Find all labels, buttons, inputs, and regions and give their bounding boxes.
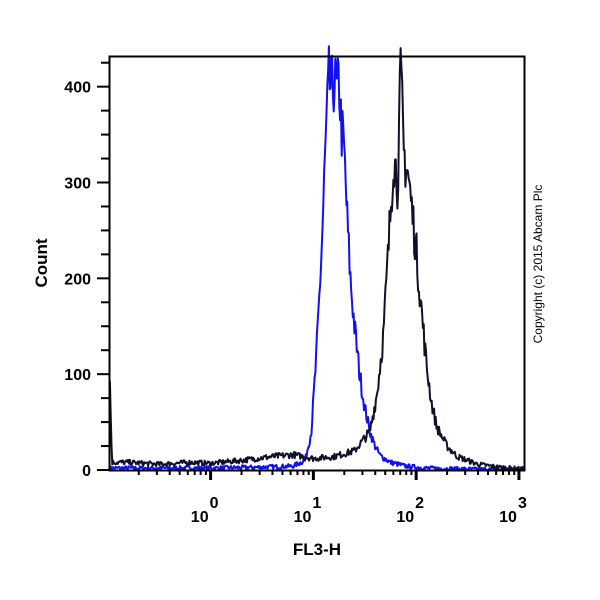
- x-tick-label-exponent: 2: [415, 495, 424, 512]
- y-tick-label: 200: [64, 271, 91, 288]
- x-tick-label-exponent: 3: [518, 495, 527, 512]
- y-axis-title: Count: [32, 238, 51, 287]
- y-tick-label: 400: [64, 80, 91, 97]
- x-axis-title: FL3-H: [293, 540, 341, 559]
- y-tick-label: 100: [64, 367, 91, 384]
- x-tick-label-base: 10: [396, 509, 414, 526]
- copyright-annotation: Copyright (c) 2015 Abcam Plc: [531, 185, 545, 344]
- plot-frame: [108, 55, 526, 472]
- y-tick-label: 300: [64, 176, 91, 193]
- y-axis: 0 100 200 300 400: [64, 61, 110, 480]
- x-tick-label-base: 10: [191, 509, 209, 526]
- y-tick-label: 0: [82, 463, 91, 480]
- histogram-trace-black: [108, 47, 525, 471]
- x-tick-label-exponent: 0: [210, 495, 219, 512]
- x-tick-label-exponent: 1: [312, 495, 321, 512]
- x-tick-label-base: 10: [294, 509, 312, 526]
- x-tick-label-base: 10: [499, 509, 517, 526]
